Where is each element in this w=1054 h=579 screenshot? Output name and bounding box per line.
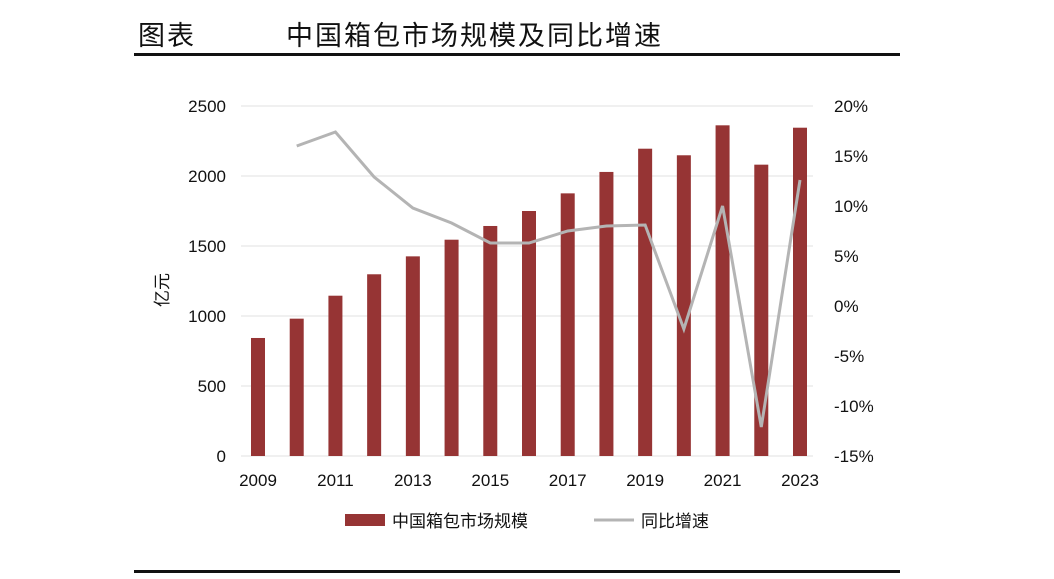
y-tick-label: 0 [217,447,226,466]
bar [676,155,691,456]
y2-tick-label: -5% [834,347,864,366]
y2-tick-label: 10% [834,197,868,216]
bar [715,125,730,456]
x-tick-label: 2011 [317,471,354,490]
x-tick-label: 2023 [781,471,819,490]
y-tick-label: 1500 [188,237,226,256]
y2-tick-label: -15% [834,447,874,466]
legend-line-label: 同比增速 [641,512,709,532]
y2-tick-label: 15% [834,147,868,166]
x-tick-label: 2015 [471,471,509,490]
bottom-rule [134,570,900,573]
chart-title: 图表 中国箱包市场规模及同比增速 [138,14,663,53]
bar [560,193,575,457]
x-tick-label: 2017 [549,471,587,490]
top-rule [134,53,900,56]
y-tick-label: 1000 [188,307,226,326]
title-text: 中国箱包市场规模及同比增速 [286,21,663,52]
y2-tick-label: 20% [834,97,868,116]
y-axis-label: 亿元 [153,273,173,307]
y2-tick-label: 0% [834,297,859,316]
x-tick-label: 2009 [239,471,277,490]
legend-bar-label: 中国箱包市场规模 [392,512,528,532]
bar [638,148,653,456]
bar [754,164,769,456]
y-tick-label: 500 [198,377,226,396]
bar [599,171,614,456]
bar [483,225,498,456]
growth-line [296,130,802,428]
bar [405,256,420,456]
y2-tick-label: -10% [834,397,874,416]
bar [522,211,536,456]
legend-bar-swatch [345,514,385,526]
bar [328,295,343,456]
bar [289,318,304,456]
bar [367,274,382,456]
x-tick-label: 2019 [626,471,664,490]
bar [793,127,807,456]
y-tick-label: 2000 [188,167,226,186]
y2-tick-label: 5% [834,247,859,266]
y-tick-label: 2500 [188,97,226,116]
x-tick-label: 2013 [394,471,432,490]
title-prefix: 图表 [138,21,196,52]
bar [444,239,459,456]
bar [251,337,265,456]
x-tick-label: 2021 [704,471,742,490]
